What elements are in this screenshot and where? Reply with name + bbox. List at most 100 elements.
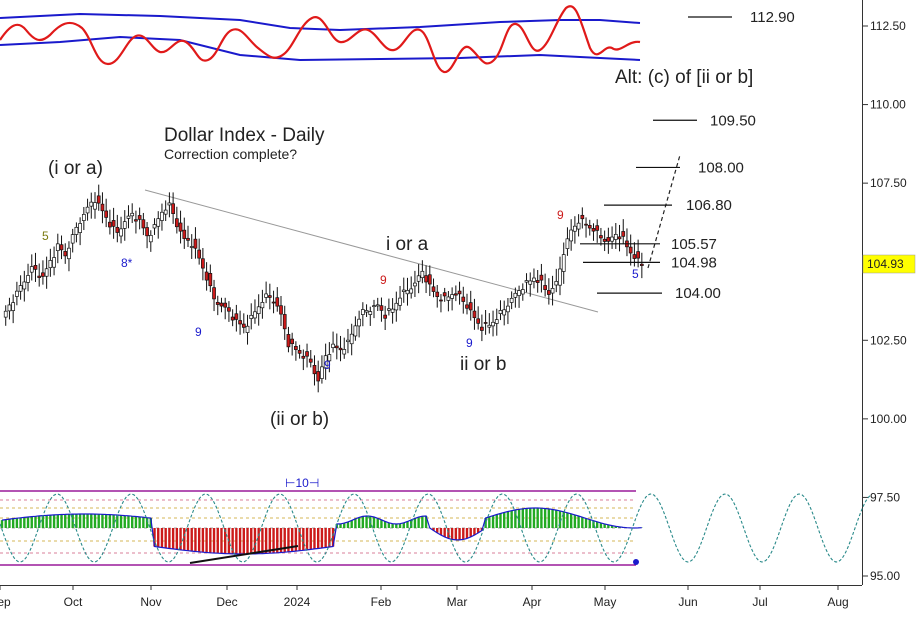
candle [446,291,451,312]
y-tick-label: 100.00 [870,412,907,426]
candle [528,272,533,297]
candle [461,286,466,314]
candle [204,262,209,291]
candle [67,241,71,272]
candle [316,360,321,393]
candle [480,314,484,342]
wave-label-ii-or-b-paren: (ii or b) [270,409,329,430]
lower-band-line [0,35,641,62]
candle [219,297,224,313]
candle [327,342,332,373]
candle [163,200,168,222]
candle [435,284,440,308]
candle [148,230,153,252]
x-tick-label: Feb [371,595,392,609]
candle [100,192,105,224]
level-label: 108.00 [698,159,744,176]
candle [346,328,350,354]
candle [301,349,306,371]
candle [368,306,373,326]
candle [476,306,481,330]
candle [372,299,376,319]
candle [565,227,570,256]
candle [7,297,12,320]
candle [264,281,268,304]
x-tick-label: Oct [64,595,83,609]
candle [535,269,540,293]
last-price-label: 104.93 [867,257,904,271]
chart-subtitle: Correction complete? [164,146,297,162]
candle [439,294,443,313]
candle [520,283,525,301]
candle [234,304,239,332]
candle [573,216,577,244]
candle [472,298,477,330]
x-tick-label: Aug [827,595,848,609]
candle [308,350,313,368]
candle [3,305,8,326]
candle [238,310,242,335]
candle [178,210,183,244]
candle [334,333,339,360]
candle [223,297,228,320]
candle [580,207,585,229]
candle [256,294,261,326]
candle [122,210,127,241]
candle [338,335,343,362]
candle [491,310,495,337]
candle [44,256,49,289]
count-label-9-nov: 9 [195,325,202,339]
candle [502,300,507,326]
upper-band-line [0,12,641,32]
level-label: 106.80 [686,197,732,214]
candle [413,270,417,298]
candle [186,225,190,247]
candle [506,297,510,325]
candle [130,203,135,224]
candle [312,355,317,386]
candle [599,227,603,246]
candle [290,332,295,356]
candle [41,260,45,285]
candle [584,217,588,238]
y-tick-label: 107.50 [870,176,907,190]
candle [639,252,644,279]
candle [294,341,298,361]
candle [215,295,220,316]
candle [78,217,82,246]
candle [134,210,138,234]
y-axis-ticks: 95.0097.50100.00102.50105.00107.50110.00… [862,19,907,583]
candle [160,203,164,231]
candle [625,228,629,257]
candle [279,296,283,326]
candle [320,355,324,384]
count-labels: 5 8* 9 9 9 9 9 9 5 [42,208,639,372]
candle [513,287,518,308]
candle [442,287,447,302]
candle [394,291,399,322]
candle [201,248,205,281]
candle [539,263,544,293]
candle [81,207,86,231]
candle [137,207,142,230]
candle [364,304,369,317]
candle [286,326,291,353]
candle [197,238,202,265]
x-tick-label: Dec [216,595,237,609]
candle [409,276,414,299]
x-tick-label: Apr [523,595,542,609]
candle [115,214,120,243]
candle [383,305,388,330]
candle [323,343,328,380]
count-label-9-mar: 9 [466,336,473,350]
candle [126,205,131,229]
candle [390,298,395,324]
cycle-end-dot [633,559,639,565]
candle [398,285,402,311]
candle [267,283,272,310]
candle [70,228,75,253]
x-tick-label: Mar [447,595,468,609]
candle [546,278,551,305]
wave-label-i-or-a: i or a [386,234,429,255]
candle [305,343,309,368]
